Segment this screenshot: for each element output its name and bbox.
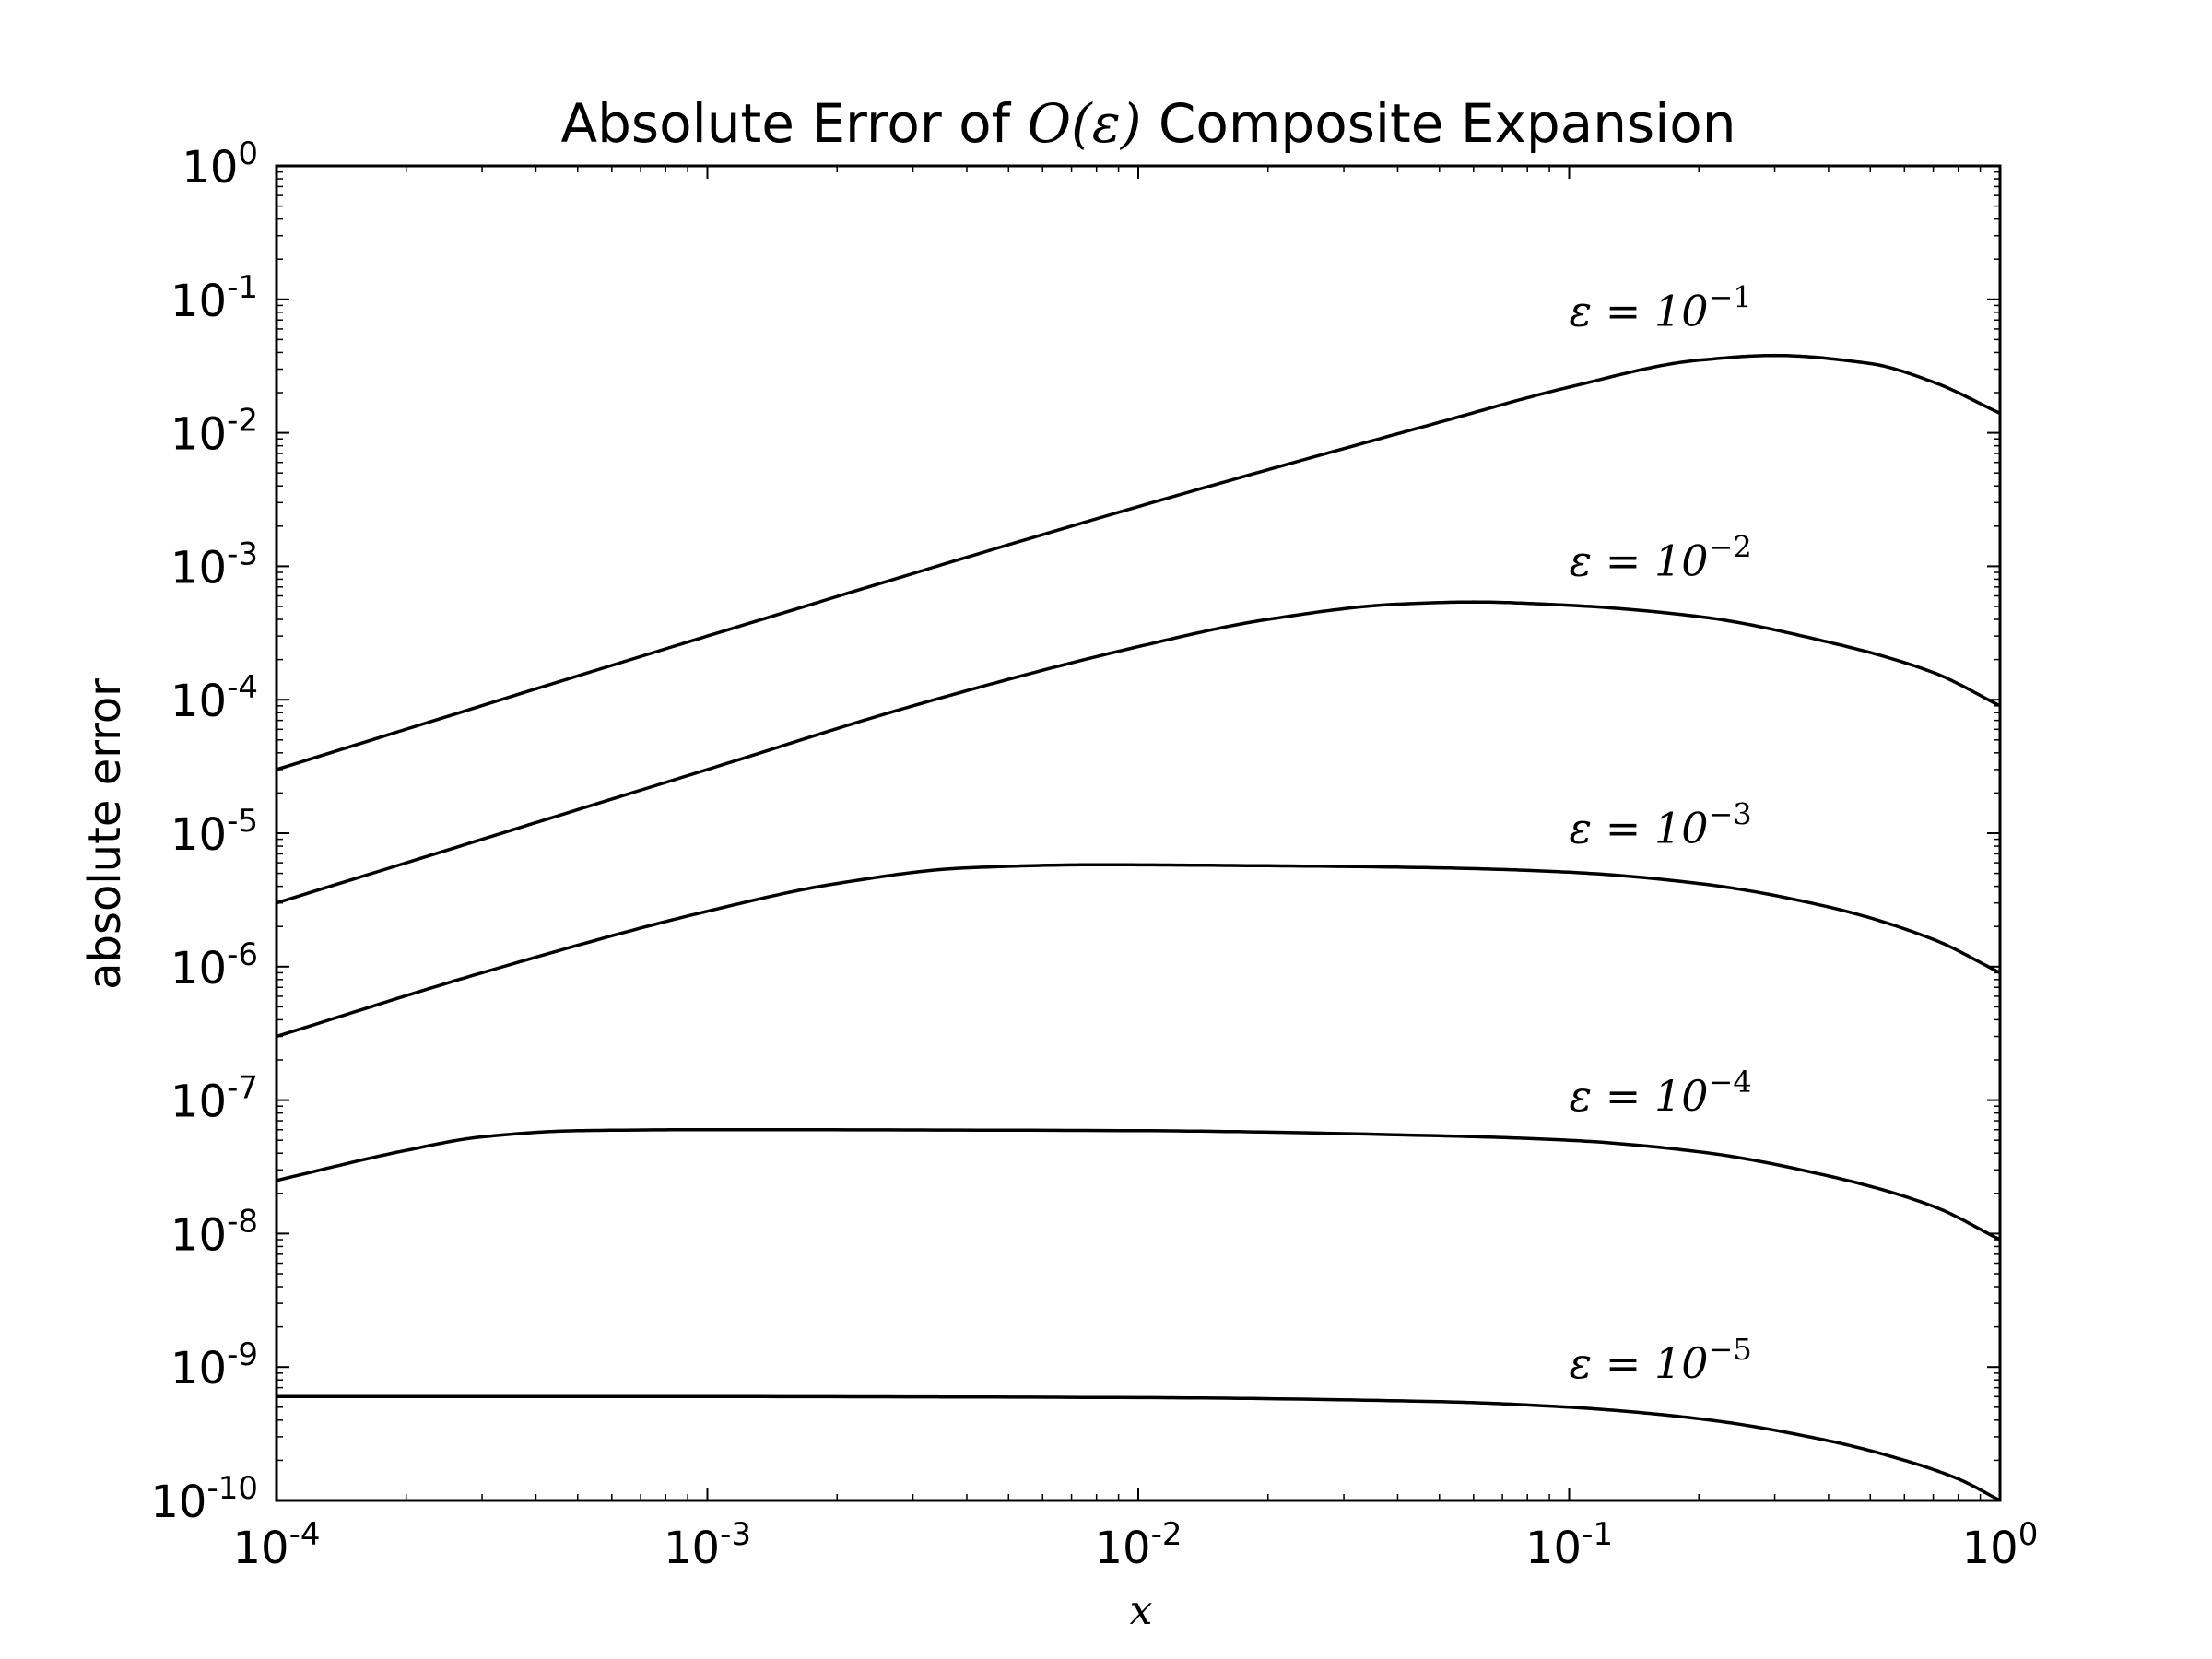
y-axis-label: absolute error xyxy=(79,678,131,990)
y-tick-label: 100 xyxy=(182,135,258,194)
y-tick-label-base: 10 xyxy=(182,142,238,194)
y-tick-label-base: 10 xyxy=(171,542,227,594)
series-line-3 xyxy=(276,863,2001,1039)
y-tick-label-base: 10 xyxy=(171,409,227,461)
y-tick-label-base: 10 xyxy=(171,1077,227,1128)
series-label-exponent: −2 xyxy=(1709,530,1752,565)
y-tick-label-base: 10 xyxy=(171,809,227,861)
y-tick-label-exponent: -9 xyxy=(227,1336,258,1373)
y-tick-label: 10-3 xyxy=(171,535,258,594)
y-tick-label-exponent: -4 xyxy=(227,669,258,706)
series-label-4: ε = 10−4 xyxy=(1570,1065,1752,1121)
x-tick-label-exponent: -2 xyxy=(1151,1516,1182,1553)
y-tick-label-base: 10 xyxy=(171,1209,227,1261)
series-label-2: ε = 10−2 xyxy=(1570,530,1752,586)
chart-title-math: O(ε) xyxy=(1028,92,1142,155)
x-tick-label-base: 10 xyxy=(233,1523,289,1574)
y-tick-label-base: 10 xyxy=(171,276,227,327)
chart-title: Absolute Error of O(ε) Composite Expansi… xyxy=(560,92,1735,155)
y-tick-label-exponent: -7 xyxy=(227,1070,258,1107)
y-tick-label-base: 10 xyxy=(150,1477,206,1528)
x-tick-label-exponent: -1 xyxy=(1582,1516,1613,1553)
y-tick-label: 10-1 xyxy=(171,269,258,327)
x-tick-label-base: 10 xyxy=(664,1523,720,1574)
series-lines xyxy=(276,353,2001,1502)
series-label-1: ε = 10−1 xyxy=(1570,280,1752,336)
y-tick-label: 10-4 xyxy=(171,669,258,727)
y-tick-label: 10-5 xyxy=(171,803,258,861)
y-tick-label: 10-8 xyxy=(171,1203,258,1261)
x-tick-label-exponent: -4 xyxy=(289,1516,321,1553)
y-tick-label: 10-10 xyxy=(150,1470,258,1528)
x-tick-label-base: 10 xyxy=(1095,1523,1151,1574)
series-label-exponent: −3 xyxy=(1709,796,1752,831)
y-tick-label-exponent: -6 xyxy=(227,936,258,973)
y-tick-label-base: 10 xyxy=(171,676,227,727)
series-label-exponent: −5 xyxy=(1709,1332,1752,1367)
series-label-text: ε = 10 xyxy=(1570,536,1709,586)
x-tick-label: 10-4 xyxy=(233,1516,321,1574)
y-tick-label-exponent: -1 xyxy=(227,269,258,306)
x-tick-label-exponent: -3 xyxy=(720,1516,751,1553)
y-tick-label: 10-7 xyxy=(171,1070,258,1128)
y-tick-label-exponent: -5 xyxy=(227,803,258,840)
x-tick-label-base: 10 xyxy=(1962,1523,2018,1574)
series-line-1 xyxy=(276,353,2001,771)
series-label-5: ε = 10−5 xyxy=(1570,1332,1752,1388)
series-label-text: ε = 10 xyxy=(1570,287,1709,336)
x-tick-label: 10-3 xyxy=(664,1516,751,1574)
series-label-exponent: −4 xyxy=(1709,1065,1752,1100)
x-tick-label: 10-1 xyxy=(1525,1516,1613,1574)
x-tick-label: 10-2 xyxy=(1095,1516,1182,1574)
plot-frame xyxy=(275,164,2002,1502)
series-line-2 xyxy=(276,600,2001,905)
x-tick-label-base: 10 xyxy=(1525,1523,1582,1574)
x-axis-label: x xyxy=(1130,1587,1153,1634)
x-tick-label-exponent: 0 xyxy=(2018,1516,2039,1553)
x-tick-label: 100 xyxy=(1962,1516,2039,1574)
chart-title-suffix: Composite Expansion xyxy=(1141,92,1735,155)
axis-tick-labels: 10-4 10-3 10-2 10-1 10010010-110-210-310-410… xyxy=(150,135,2038,1574)
y-tick-label: 10-6 xyxy=(171,936,258,994)
y-tick-label-exponent: -2 xyxy=(227,403,258,440)
series-labels: ε = 10−1ε = 10−2ε = 10−3ε = 10−4ε = 10−5 xyxy=(1570,280,1752,1388)
series-label-text: ε = 10 xyxy=(1570,1338,1709,1388)
y-tick-label: 10-2 xyxy=(171,403,258,461)
y-tick-label-exponent: -8 xyxy=(227,1203,258,1240)
y-tick-label: 10-9 xyxy=(171,1336,258,1394)
series-line-5 xyxy=(276,1394,2001,1502)
y-tick-label-exponent: 0 xyxy=(238,135,258,172)
series-label-text: ε = 10 xyxy=(1570,1071,1709,1121)
y-tick-label-exponent: -3 xyxy=(227,535,258,572)
y-tick-label-base: 10 xyxy=(171,1343,227,1394)
series-line-4 xyxy=(276,1127,2001,1241)
y-tick-label-base: 10 xyxy=(171,943,227,994)
series-label-3: ε = 10−3 xyxy=(1570,796,1752,853)
series-label-exponent: −1 xyxy=(1709,280,1752,315)
chart-title-prefix: Absolute Error of xyxy=(560,92,1027,155)
y-tick-label-exponent: -10 xyxy=(206,1470,258,1507)
series-label-text: ε = 10 xyxy=(1570,803,1709,853)
